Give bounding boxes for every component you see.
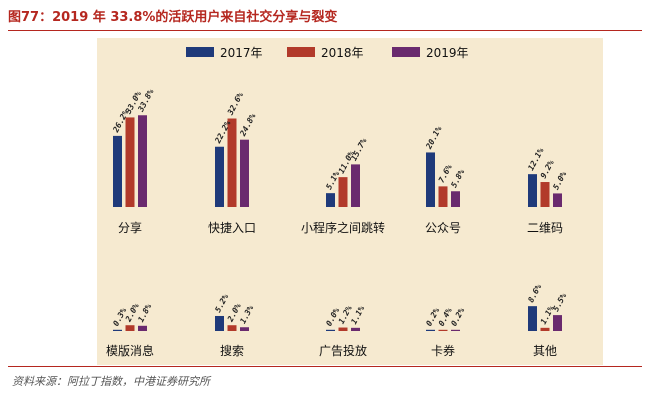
bar-0-1-0 [215, 146, 224, 207]
chart-panel [97, 38, 603, 365]
source-note: 资料来源：阿拉丁指数，中港证券研究所 [12, 375, 210, 388]
bar-1-0-0 [113, 329, 122, 331]
category-label-0-1: 快捷入口 [208, 221, 256, 235]
category-label-0-2: 小程序之间跳转 [301, 220, 385, 235]
category-label-1-4: 其他 [533, 344, 557, 358]
value-label-0-2-2: 15.7% [349, 137, 368, 163]
bar-0-2-0 [326, 193, 335, 207]
category-label-0-4: 二维码 [527, 221, 563, 235]
bar-0-0-2 [138, 115, 147, 207]
title-divider [8, 30, 642, 31]
category-label-1-0: 模版消息 [106, 343, 154, 358]
category-label-1-3: 卡券 [431, 343, 455, 358]
bar-0-0-0 [113, 135, 122, 207]
bar-1-4-2 [553, 315, 562, 331]
bar-1-3-0 [426, 329, 435, 331]
value-label-1-3-2: 0.2% [449, 306, 466, 327]
source-divider [8, 366, 642, 367]
category-label-1-1: 搜索 [220, 343, 244, 358]
value-label-0-4-1: 9.2% [539, 159, 556, 180]
value-labels: 26.2%33.0%33.8%22.2%32.6%24.8%5.1%11.0%1… [111, 88, 569, 328]
value-label-0-1-2: 24.8% [238, 112, 258, 139]
figure-title: 图77：2019 年 33.8%的活跃用户来自社交分享与裂变 [8, 10, 338, 25]
category-label-0-0: 分享 [118, 220, 142, 235]
bar-0-1-2 [240, 139, 249, 207]
legend-label-2: 2019年 [426, 46, 469, 60]
bar-0-3-1 [438, 186, 448, 207]
bar-1-1-1 [227, 325, 237, 331]
bars [113, 115, 562, 331]
bar-1-0-1 [125, 325, 135, 331]
bar-1-2-2 [351, 327, 360, 331]
bar-1-4-0 [528, 306, 537, 331]
bar-1-2-0 [326, 329, 335, 331]
bar-1-1-2 [240, 327, 249, 331]
bar-1-0-2 [138, 325, 147, 331]
category-label-1-2: 广告投放 [319, 343, 367, 358]
legend-label-1: 2018年 [321, 46, 364, 60]
category-label-0-3: 公众号 [425, 221, 461, 235]
legend: 2017年 2018年 2019年 [186, 46, 469, 60]
bar-0-4-0 [528, 174, 537, 207]
bar-0-0-1 [125, 117, 135, 207]
bar-1-3-1 [438, 329, 448, 331]
bar-0-3-0 [426, 152, 435, 207]
value-label-1-1-0: 5.2% [213, 293, 230, 314]
bar-1-2-1 [338, 327, 348, 331]
value-label-0-4-2: 5.0% [551, 170, 568, 191]
legend-swatch-1 [287, 47, 315, 57]
bar-0-2-1 [338, 177, 348, 207]
legend-swatch-0 [186, 47, 214, 57]
bar-0-2-2 [351, 164, 360, 207]
bar-1-1-0 [215, 315, 224, 331]
bar-1-4-1 [540, 327, 550, 331]
bar-1-3-2 [451, 329, 460, 331]
value-label-1-4-2: 5.5% [551, 292, 568, 313]
value-label-1-4-0: 8.6% [526, 283, 543, 304]
legend-swatch-2 [392, 47, 420, 57]
value-label-0-3-2: 5.8% [449, 168, 466, 189]
value-label-0-1-1: 32.6% [225, 91, 245, 118]
bar-0-4-1 [540, 182, 550, 207]
bar-0-4-2 [553, 193, 562, 207]
value-label-0-3-0: 20.1% [424, 125, 444, 152]
bar-0-3-2 [451, 191, 460, 207]
bar-0-1-1 [227, 118, 237, 207]
legend-label-0: 2017年 [220, 46, 263, 60]
